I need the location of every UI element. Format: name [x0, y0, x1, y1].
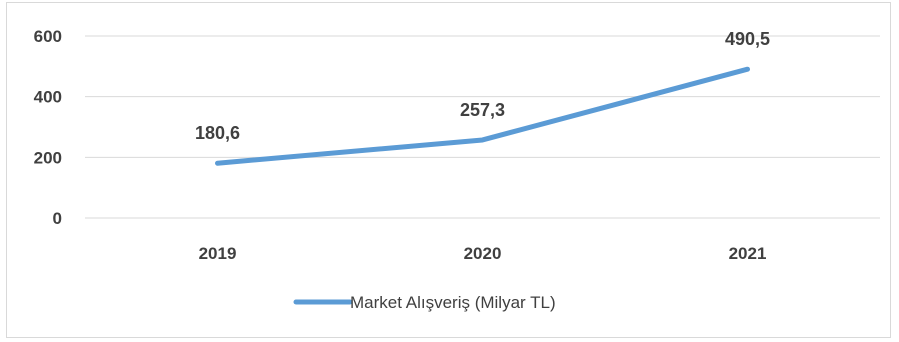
data-label: 490,5 — [725, 29, 770, 49]
data-label: 257,3 — [460, 100, 505, 120]
y-tick-label: 0 — [53, 209, 62, 228]
x-tick-label: 2019 — [199, 244, 237, 263]
y-tick-label: 600 — [34, 27, 62, 46]
x-tick-label: 2020 — [464, 244, 502, 263]
y-tick-label: 200 — [34, 148, 62, 167]
y-axis-ticks: 0 200 400 600 — [34, 27, 62, 228]
x-tick-label: 2021 — [729, 244, 767, 263]
series — [215, 66, 750, 166]
data-label: 180,6 — [195, 123, 240, 143]
chart-frame — [6, 2, 891, 338]
gridlines — [85, 35, 880, 219]
legend-label: Market Alışveriş (Milyar TL) — [350, 293, 556, 312]
data-labels: 180,6 257,3 490,5 — [195, 29, 770, 143]
y-tick-label: 400 — [34, 88, 62, 107]
legend: Market Alışveriş (Milyar TL) — [293, 293, 556, 312]
x-axis-ticks: 2019 2020 2021 — [199, 244, 767, 263]
